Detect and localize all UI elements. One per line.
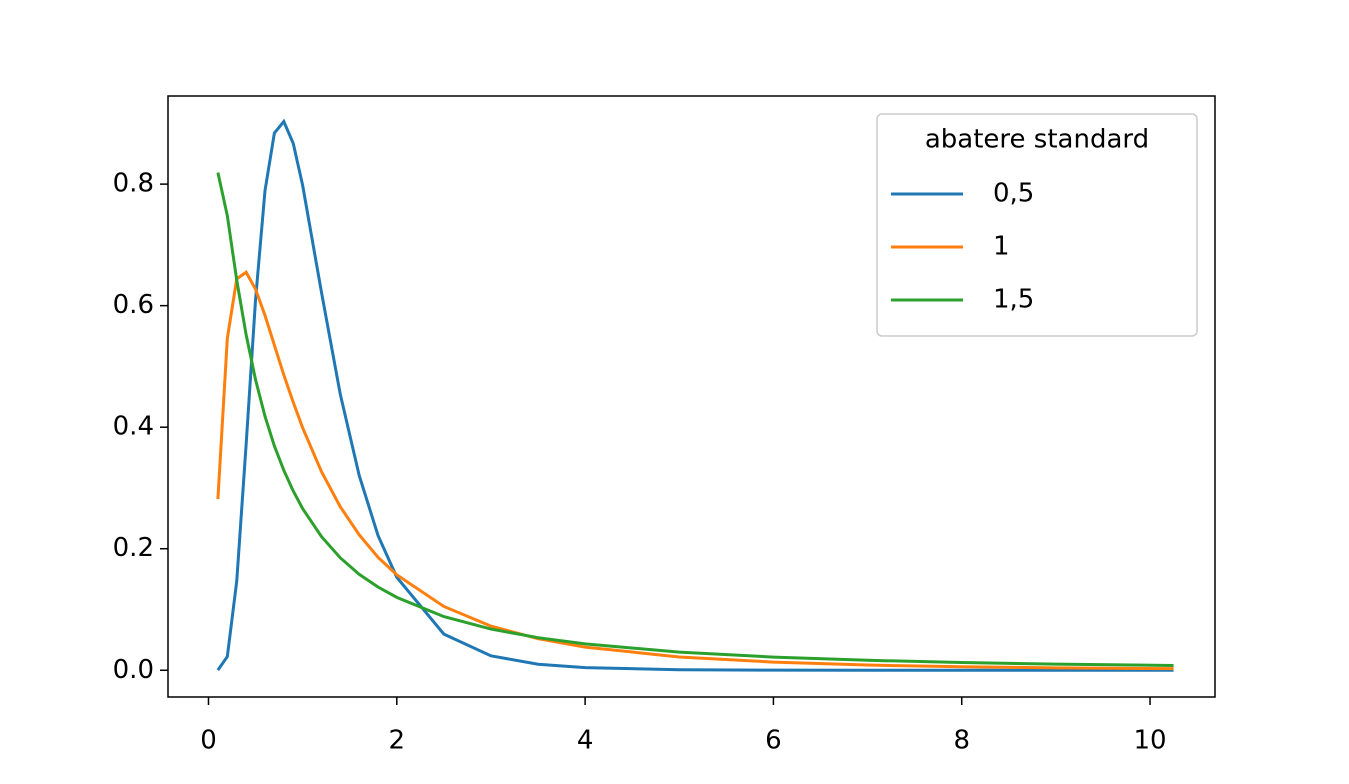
legend-title: abatere standard — [925, 125, 1149, 155]
x-tick-label: 2 — [389, 726, 406, 756]
x-tick-label: 4 — [577, 726, 594, 756]
plot-frame — [167, 95, 1216, 698]
line-series — [216, 172, 1174, 668]
x-tick-label: 6 — [765, 726, 782, 756]
legend-label: 1 — [993, 232, 1010, 262]
x-tick-label: 0 — [200, 726, 217, 756]
legend-label: 0,5 — [993, 179, 1034, 209]
x-tick-label: 10 — [1133, 726, 1166, 756]
y-tick-label: 0.6 — [113, 290, 154, 320]
y-tick-label: 0.2 — [113, 533, 154, 563]
y-tick-label: 0.4 — [113, 412, 154, 442]
line-series — [216, 118, 1174, 672]
y-tick-label: 0.0 — [113, 655, 154, 685]
legend-label: 1,5 — [993, 285, 1034, 315]
legend-box — [876, 113, 1198, 337]
x-tick-label: 8 — [953, 726, 970, 756]
y-tick-label: 0.8 — [113, 169, 154, 199]
line-series — [216, 270, 1174, 671]
